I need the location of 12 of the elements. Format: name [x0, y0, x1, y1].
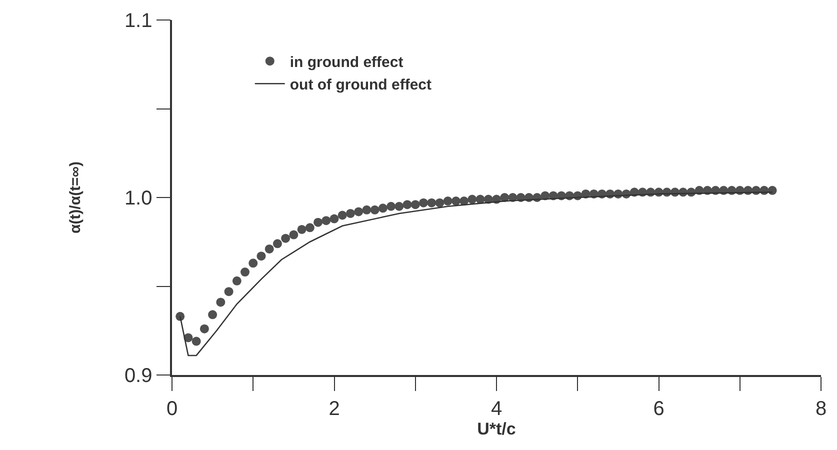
x-tick-label: 0: [166, 398, 178, 420]
x-tick-label: 4: [490, 398, 502, 420]
y-tick-label: 0.9: [124, 365, 152, 387]
y-tick-label: 1.0: [124, 188, 152, 210]
x-tick-label: 2: [328, 398, 340, 420]
x-tick-label: 8: [815, 398, 827, 420]
y-tick-label: 1.1: [124, 10, 152, 32]
legend-label: in ground effect: [290, 54, 404, 71]
x-tick-label: 6: [653, 398, 664, 420]
x-axis-title: U*t/c: [477, 420, 516, 439]
legend-label: out of ground effect: [290, 76, 432, 94]
y-axis-title: α(t)/α(t=∞): [67, 161, 84, 234]
